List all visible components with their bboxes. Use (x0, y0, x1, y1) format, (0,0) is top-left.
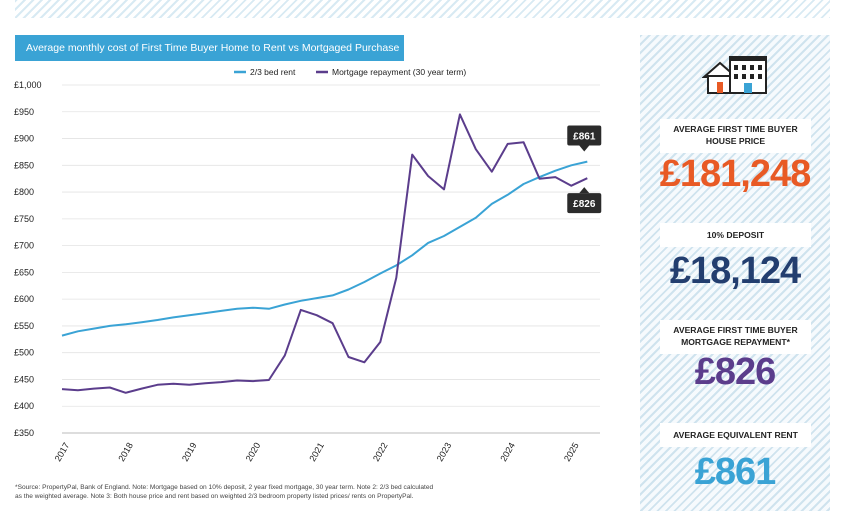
chart-callouts: £861 £826 (567, 125, 602, 214)
y-tick-label: £400 (14, 401, 34, 411)
chart-series (61, 113, 588, 394)
callout-rent: £861 (567, 125, 602, 152)
callout-mortgage-pointer (579, 187, 590, 194)
x-tick-label: 2022 (371, 441, 390, 463)
callout-rent-pointer (579, 145, 590, 152)
footnote-line-2: as the weighted average. Note 3: Both ho… (15, 492, 414, 500)
chart-legend: 2/3 bed rent Mortgage repayment (30 year… (234, 67, 466, 77)
y-tick-label: £1,000 (14, 80, 42, 90)
callout-rent-label: £861 (573, 132, 596, 143)
y-tick-label: £800 (14, 187, 34, 197)
card-mortgage-label: AVERAGE FIRST TIME BUYER MORTGAGE REPAYM… (660, 320, 811, 354)
y-tick-label: £900 (14, 134, 34, 144)
callout-mortgage-label: £826 (573, 199, 596, 210)
deposit-label: 10% DEPOSIT (706, 230, 765, 240)
house-building-icon (702, 56, 767, 94)
y-tick-label: £600 (14, 294, 34, 304)
x-tick-label: 2023 (435, 441, 454, 463)
x-tick-label: 2017 (53, 441, 72, 463)
legend-label-rent: 2/3 bed rent (250, 67, 296, 77)
y-tick-label: £750 (14, 214, 34, 224)
top-stripe-decoration (15, 0, 830, 18)
x-tick-label: 2024 (498, 441, 517, 463)
y-tick-label: £350 (14, 428, 34, 438)
x-tick-label: 2025 (562, 441, 581, 463)
card-rent-label: AVERAGE EQUIVALENT RENT (660, 423, 811, 447)
x-tick-label: 2019 (180, 441, 199, 463)
house-price-label-1: AVERAGE FIRST TIME BUYER (673, 124, 798, 134)
footnote: *Source: PropertyPal, Bank of England. N… (15, 484, 615, 501)
mortgage-value: £826 (694, 351, 777, 393)
callout-rent-box (567, 125, 602, 146)
x-tick-label: 2020 (244, 441, 263, 463)
x-tick-label: 2021 (307, 441, 326, 463)
line-chart: £1,000 £950 £900 £850 £800 £750 £700 £650 £600 £5… (14, 67, 602, 463)
y-tick-label: £450 (14, 374, 34, 384)
chart-title: Average monthly cost of First Time Buyer… (15, 35, 404, 61)
house-price-label-2: HOUSE PRICE (705, 136, 766, 146)
x-axis-ticks: 2017 2018 2019 2020 2021 2022 2023 2024 2025 (53, 441, 581, 463)
chart-grid (62, 84, 600, 434)
rent-label: AVERAGE EQUIVALENT RENT (673, 430, 798, 440)
y-tick-label: £850 (14, 160, 34, 170)
x-tick-label: 2018 (116, 441, 135, 463)
series-line-mortgage (61, 113, 588, 394)
series-line-rent (61, 160, 588, 337)
legend-label-mortgage: Mortgage repayment (30 year term) (332, 67, 466, 77)
mortgage-label-1: AVERAGE FIRST TIME BUYER (673, 325, 798, 335)
y-tick-label: £550 (14, 321, 34, 331)
y-tick-label: £500 (14, 348, 34, 358)
card-house-price-label: AVERAGE FIRST TIME BUYER HOUSE PRICE (660, 119, 811, 153)
footnote-line-1: *Source: PropertyPal, Bank of England. N… (15, 484, 434, 491)
rent-value: £861 (694, 451, 777, 493)
card-deposit-label: 10% DEPOSIT (660, 223, 811, 247)
callout-mortgage-box (567, 193, 602, 214)
y-tick-label: £700 (14, 241, 34, 251)
mortgage-label-2: MORTGAGE REPAYMENT* (681, 337, 790, 347)
house-price-value: £181,248 (659, 153, 812, 195)
y-tick-label: £650 (14, 267, 34, 277)
stats-panel: AVERAGE FIRST TIME BUYER HOUSE PRICE £18… (640, 35, 830, 511)
y-tick-label: £950 (14, 107, 34, 117)
y-axis-ticks: £1,000 £950 £900 £850 £800 £750 £700 £650 £600 £5… (14, 80, 42, 438)
callout-mortgage: £826 (567, 187, 602, 214)
deposit-value: £18,124 (669, 250, 801, 292)
